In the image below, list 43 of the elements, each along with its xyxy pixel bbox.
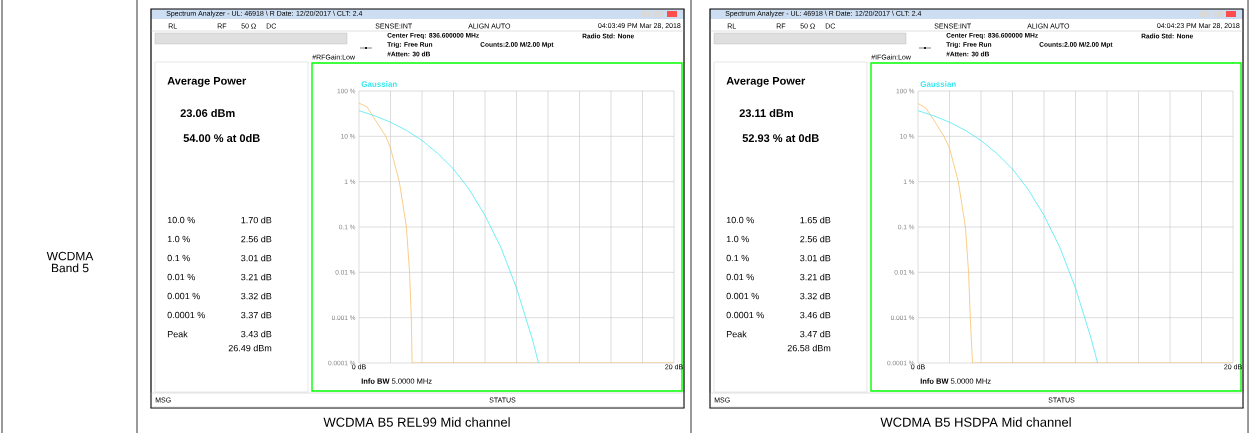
text: Average Power: [167, 77, 247, 87]
text: 23.11 dBm: [739, 108, 793, 118]
text: 52.93 % at 0dB: [742, 133, 819, 143]
text: 26.58 dBm: [787, 344, 831, 352]
text: 3.46 dB: [800, 311, 831, 319]
text: 3.32 dB: [241, 292, 272, 300]
text: 3.01 dB: [241, 254, 272, 262]
text: WCDMA Band 5: [46, 251, 94, 273]
text: 1.70 dB: [241, 216, 272, 224]
text: 3.01 dB: [800, 254, 831, 262]
text: 3.37 dB: [241, 311, 272, 319]
text: 0.01 %: [167, 273, 195, 281]
text: 3.47 dB: [800, 330, 831, 338]
text: 0.1 %: [726, 254, 749, 262]
text: 23.06 dBm: [180, 108, 235, 118]
line-series: [359, 110, 539, 364]
text: 3.21 dB: [800, 273, 831, 281]
text: WCDMA B5 HSDPA Mid channel: [880, 417, 1071, 427]
text: Average Power: [726, 77, 806, 87]
text: 10.0 %: [167, 216, 195, 224]
text: 0.001 %: [167, 292, 200, 300]
text: Gaussian: [920, 81, 956, 87]
text: 1.0 %: [167, 235, 190, 243]
text: Peak: [167, 330, 188, 338]
text: 0.01 %: [726, 273, 754, 281]
text: 2.56 dB: [800, 235, 831, 243]
text: 2.56 dB: [241, 235, 272, 243]
line-series: [918, 110, 1098, 364]
text: 1.65 dB: [800, 216, 831, 224]
text: WCDMA B5 REL99 Mid channel: [323, 417, 510, 427]
text: 0.1 %: [167, 254, 190, 262]
text: 3.43 dB: [241, 330, 272, 338]
text: 10.0 %: [726, 216, 754, 224]
text: 1.0 %: [726, 235, 749, 243]
text: Gaussian: [361, 81, 397, 87]
text: 3.21 dB: [241, 273, 272, 281]
text: 54.00 % at 0dB: [183, 133, 260, 143]
text: 3.32 dB: [800, 292, 831, 300]
text: 26.49 dBm: [228, 344, 272, 352]
text: Peak: [726, 330, 747, 338]
text: 0.0001 %: [726, 311, 764, 319]
text: 0.0001 %: [167, 311, 205, 319]
text: 0.001 %: [726, 292, 759, 300]
